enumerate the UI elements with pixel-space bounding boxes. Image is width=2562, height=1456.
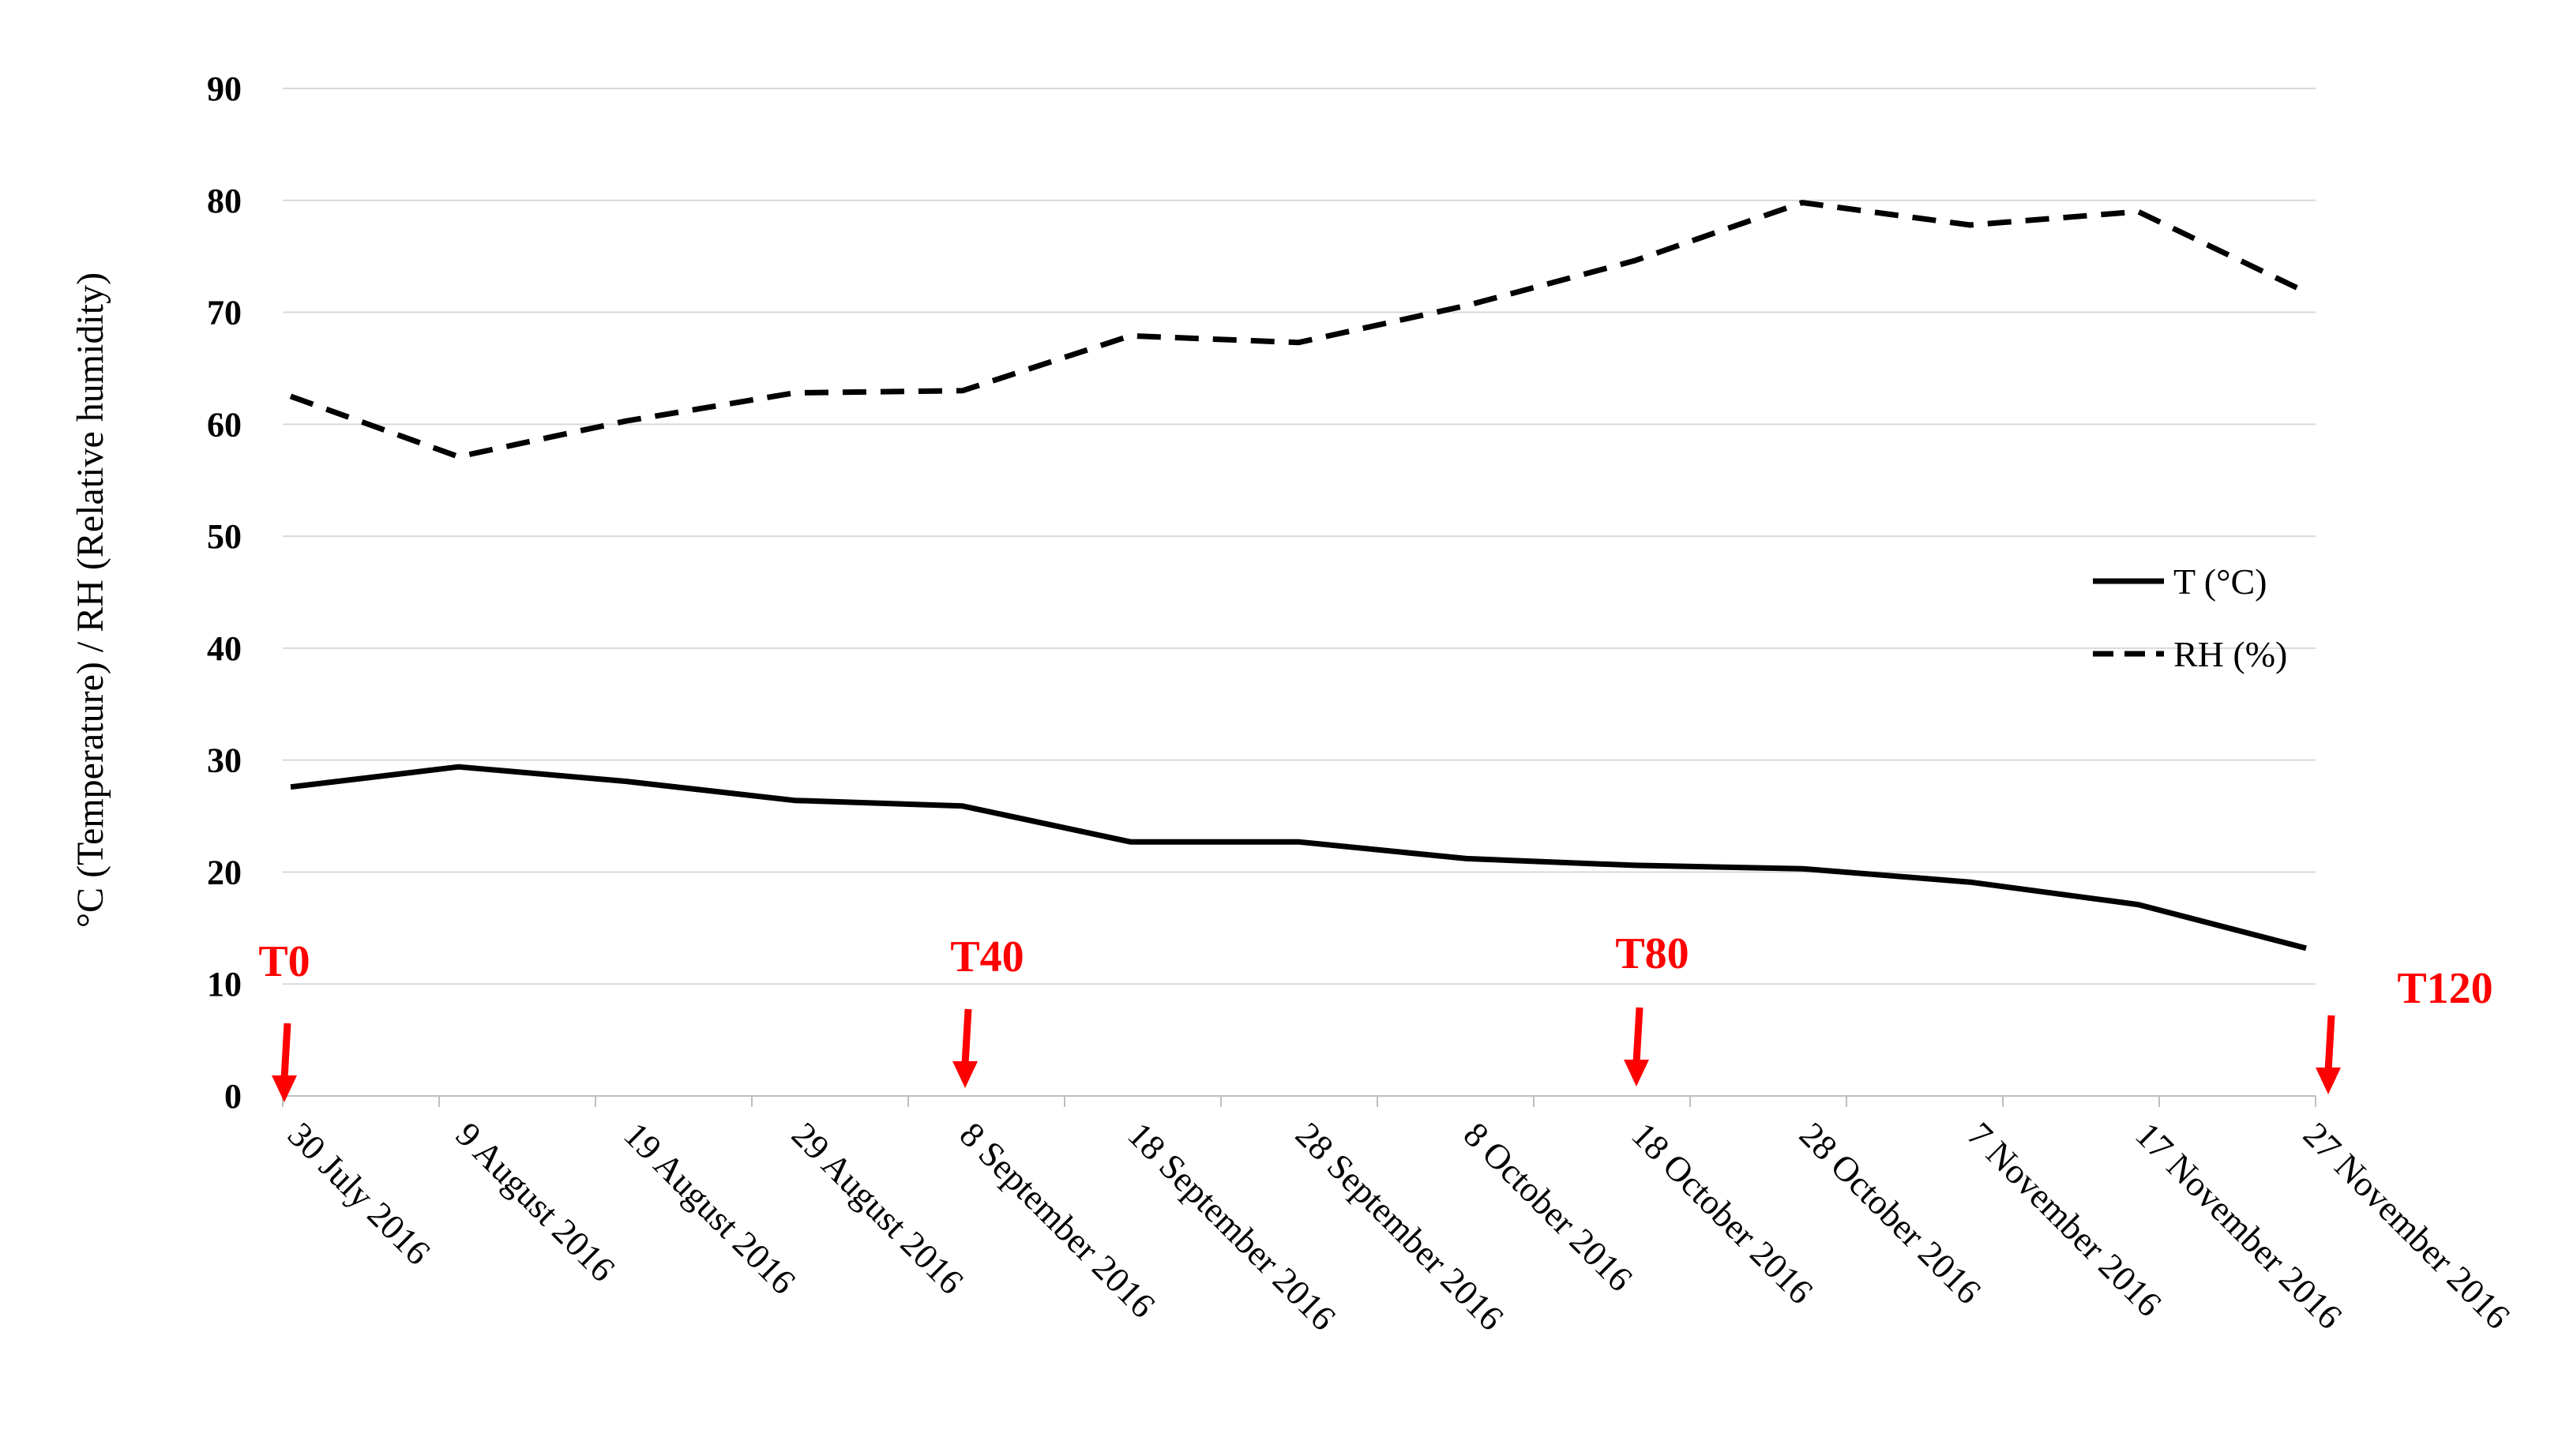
milestone-arrow-shaft	[1632, 1007, 1644, 1064]
milestone-arrow-head	[272, 1075, 297, 1102]
y-tick-label: 60	[207, 405, 242, 444]
x-tick-label: 19 August 2016	[616, 1115, 803, 1302]
milestone-label: T120	[2397, 964, 2493, 1013]
milestone-arrow-head	[952, 1061, 978, 1088]
x-tick-label: 30 July 2016	[280, 1115, 438, 1273]
x-tick-label: 8 October 2016	[1456, 1115, 1640, 1299]
y-tick-label: 90	[207, 69, 242, 108]
legend: T (°C) RH (%)	[2093, 561, 2287, 674]
milestone-arrow-shaft	[961, 1008, 972, 1065]
series	[289, 200, 2308, 951]
y-tick-label: 80	[207, 182, 242, 220]
x-tick-label: 29 August 2016	[784, 1115, 971, 1302]
y-tick-label: 10	[207, 965, 242, 1004]
milestone-annotations: T0 T40 T80 T120	[258, 929, 2493, 1102]
y-tick-label: 20	[207, 853, 242, 891]
x-axis	[282, 1095, 2316, 1107]
legend-label: T (°C)	[2173, 561, 2267, 602]
x-tick-label: 28 October 2016	[1792, 1115, 1989, 1312]
y-tick-label: 70	[207, 294, 242, 332]
y-tick-label: 40	[207, 629, 242, 668]
rh-series-line	[289, 200, 2308, 460]
x-tick-label: 18 October 2016	[1624, 1115, 1820, 1312]
y-tick-label: 0	[224, 1077, 242, 1116]
y-tick-label: 50	[207, 517, 242, 556]
milestone-label: T0	[258, 937, 310, 986]
milestone-arrow-head	[2316, 1068, 2341, 1094]
legend-label: RH (%)	[2173, 634, 2287, 674]
y-tick-label: 30	[207, 741, 242, 780]
milestone-label: T40	[950, 933, 1024, 981]
y-axis-label: °C (Temperature) / RH (Relative humidity…	[69, 272, 111, 928]
y-axis-ticks: 0 10 20 30 40 50 60 70 80 90	[207, 69, 242, 1116]
milestone-arrow-shaft	[280, 1023, 291, 1079]
milestone-arrow-shaft	[2324, 1015, 2335, 1071]
x-tick-label: 9 August 2016	[449, 1115, 623, 1289]
temperature-series-line	[290, 764, 2307, 951]
milestone-arrow-head	[1624, 1060, 1649, 1086]
milestone-label: T80	[1615, 929, 1689, 978]
